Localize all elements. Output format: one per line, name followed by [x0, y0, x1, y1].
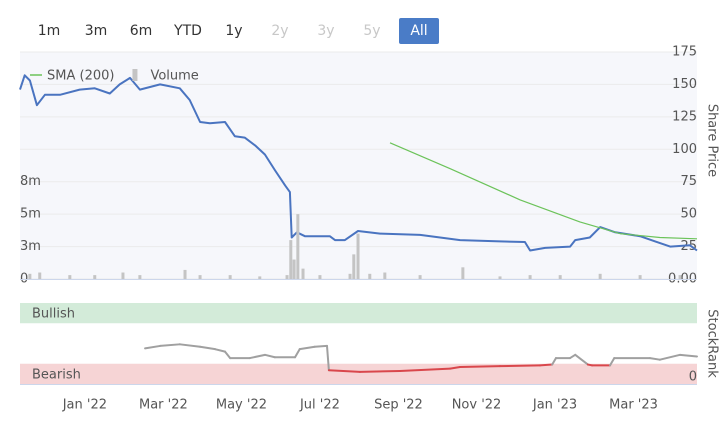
legend-label: Volume: [150, 69, 198, 84]
rank-line: [574, 353, 589, 366]
volume-bar: [292, 259, 296, 279]
volume-bar: [285, 275, 289, 279]
rank-line: [223, 350, 232, 360]
volume-bar: [198, 275, 202, 279]
volume-bar: [418, 275, 422, 279]
range-button[interactable]: 6m: [129, 23, 153, 39]
legend-label: SMA (200): [47, 69, 114, 84]
y-tick-label: 175: [672, 45, 697, 60]
x-tick-label: Nov '22: [452, 398, 502, 413]
rank-line: [538, 363, 554, 367]
volume-bar: [121, 272, 125, 279]
y-tick-label: 125: [672, 109, 697, 124]
x-tick-label: Sep '22: [374, 398, 423, 413]
rank-line: [551, 357, 557, 366]
x-tick-label: Jan '23: [532, 398, 577, 413]
price-line: [19, 74, 698, 252]
volume-bar: [301, 268, 305, 279]
rank-line: [313, 344, 329, 348]
volume-bar: [461, 267, 465, 279]
rank-line: [569, 353, 577, 360]
y-tick-label: 25: [680, 239, 697, 254]
y-tick-label: 150: [672, 77, 697, 92]
volume-bar: [258, 276, 262, 279]
rank-line: [326, 344, 330, 372]
x-tick-label: May '22: [216, 398, 267, 413]
y-tick-label: 100: [672, 142, 697, 157]
volume-bar: [296, 214, 300, 279]
rank-line: [358, 370, 401, 373]
y-tick-label: 50: [680, 207, 697, 222]
volume-bar: [348, 273, 352, 279]
rank-line: [294, 348, 301, 359]
rank-line: [658, 353, 682, 361]
rank-band: [20, 303, 697, 324]
rank-line: [298, 345, 316, 351]
range-button[interactable]: 1y: [225, 23, 243, 39]
rank-line: [178, 343, 202, 348]
volume-bar: [368, 273, 372, 279]
volume-bar: [228, 275, 232, 279]
range-button[interactable]: 1m: [37, 23, 61, 39]
volume-bar: [498, 276, 502, 279]
volume-bar: [138, 275, 142, 279]
range-button[interactable]: YTD: [174, 23, 202, 39]
rank-line: [144, 344, 162, 350]
rank-line: [459, 365, 502, 368]
range-button[interactable]: All: [399, 18, 439, 44]
volume-bar: [38, 272, 42, 279]
y-axis-label: Share Price: [705, 104, 720, 177]
volume-bar: [383, 272, 387, 279]
x-tick-label: Mar '22: [139, 398, 188, 413]
volume-bar: [678, 275, 682, 279]
x-tick-label: Jan '22: [62, 398, 107, 413]
volume-bar: [289, 240, 293, 279]
range-button[interactable]: 3y: [317, 23, 335, 39]
rank-line: [199, 345, 217, 351]
rank-line: [648, 357, 661, 361]
rank-line: [398, 367, 452, 373]
y-axis-label: StockRank: [705, 309, 720, 378]
rank-line: [214, 348, 226, 353]
sma-line: [389, 142, 698, 240]
x-tick-label: Mar '23: [609, 398, 658, 413]
volume-bar: [93, 275, 97, 279]
y2-tick-label: 8m: [20, 174, 41, 189]
rank-line: [159, 343, 181, 347]
band-label: Bullish: [32, 307, 75, 322]
rank-line: [499, 364, 541, 368]
rank-line: [609, 357, 616, 367]
legend-icon: [132, 69, 138, 81]
range-button[interactable]: 3m: [84, 23, 108, 39]
volume-bar: [28, 273, 32, 279]
rank-line: [248, 353, 266, 360]
y2-tick-label: 5m: [20, 207, 41, 222]
volume-bar: [598, 273, 602, 279]
range-button[interactable]: 5y: [363, 23, 381, 39]
volume-bar: [183, 269, 187, 279]
volume-bar: [318, 275, 322, 279]
volume-bar: [528, 275, 532, 279]
volume-bar: [356, 233, 360, 279]
rank-line: [679, 353, 698, 358]
rank-line: [449, 365, 462, 370]
volume-bar: [558, 275, 562, 279]
rank-line: [327, 369, 361, 373]
y2-tick-label: 3m: [20, 239, 41, 254]
y-tick-label: 0: [689, 370, 697, 385]
range-button[interactable]: 2y: [271, 23, 289, 39]
rank-line: [263, 353, 276, 359]
band-label: Bearish: [32, 367, 81, 382]
rank-band: [20, 363, 697, 384]
y-tick-label: 75: [680, 174, 697, 189]
volume-bar: [638, 275, 642, 279]
x-tick-label: Jul '22: [299, 398, 340, 413]
volume-bar: [68, 275, 72, 279]
volume-bar: [352, 254, 356, 279]
